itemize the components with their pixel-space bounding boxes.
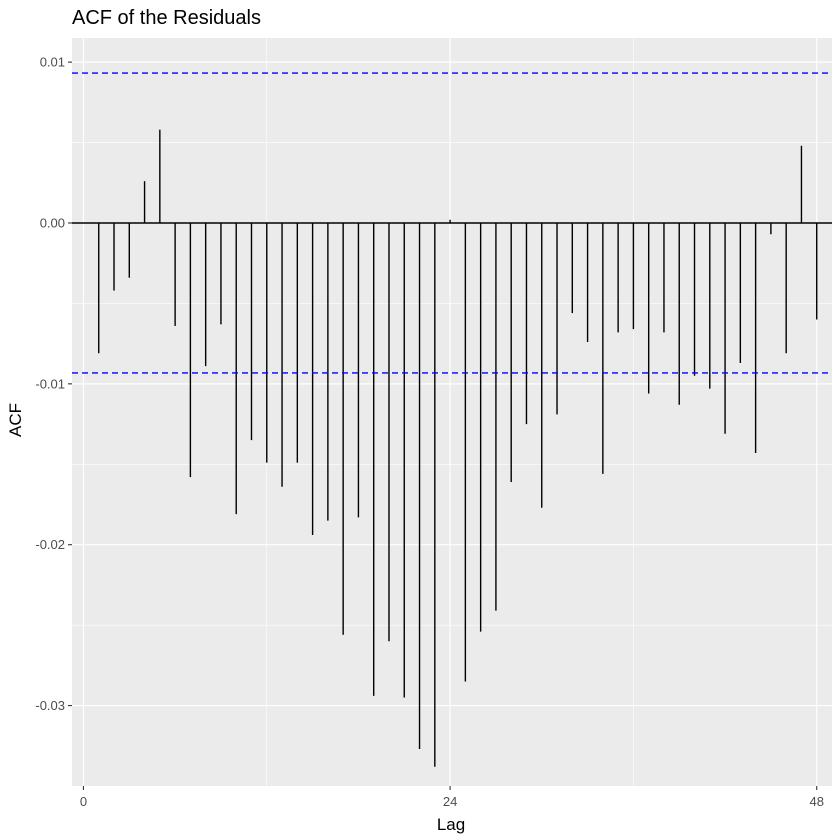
- x-tick-label: 0: [80, 794, 87, 809]
- y-tick-label: -0.03: [35, 698, 65, 713]
- minor-gridlines: [72, 38, 832, 786]
- x-axis-title: Lag: [437, 815, 465, 834]
- chart-title: ACF of the Residuals: [72, 7, 261, 29]
- confidence-bounds: [72, 72, 832, 374]
- x-tick-label: 24: [443, 794, 457, 809]
- x-axis-ticks: 0 24 48: [80, 786, 824, 809]
- x-tick-label: 48: [809, 794, 823, 809]
- y-axis-title: ACF: [6, 403, 25, 437]
- y-tick-label: 0.00: [40, 215, 65, 230]
- y-tick-label: -0.01: [35, 376, 65, 391]
- y-tick-label: -0.02: [35, 537, 65, 552]
- acf-bars: [98, 129, 818, 767]
- y-tick-label: 0.01: [40, 55, 65, 70]
- plot-panel: [72, 38, 832, 786]
- y-axis-ticks: 0.01 0.00 -0.01 -0.02 -0.03: [35, 55, 72, 713]
